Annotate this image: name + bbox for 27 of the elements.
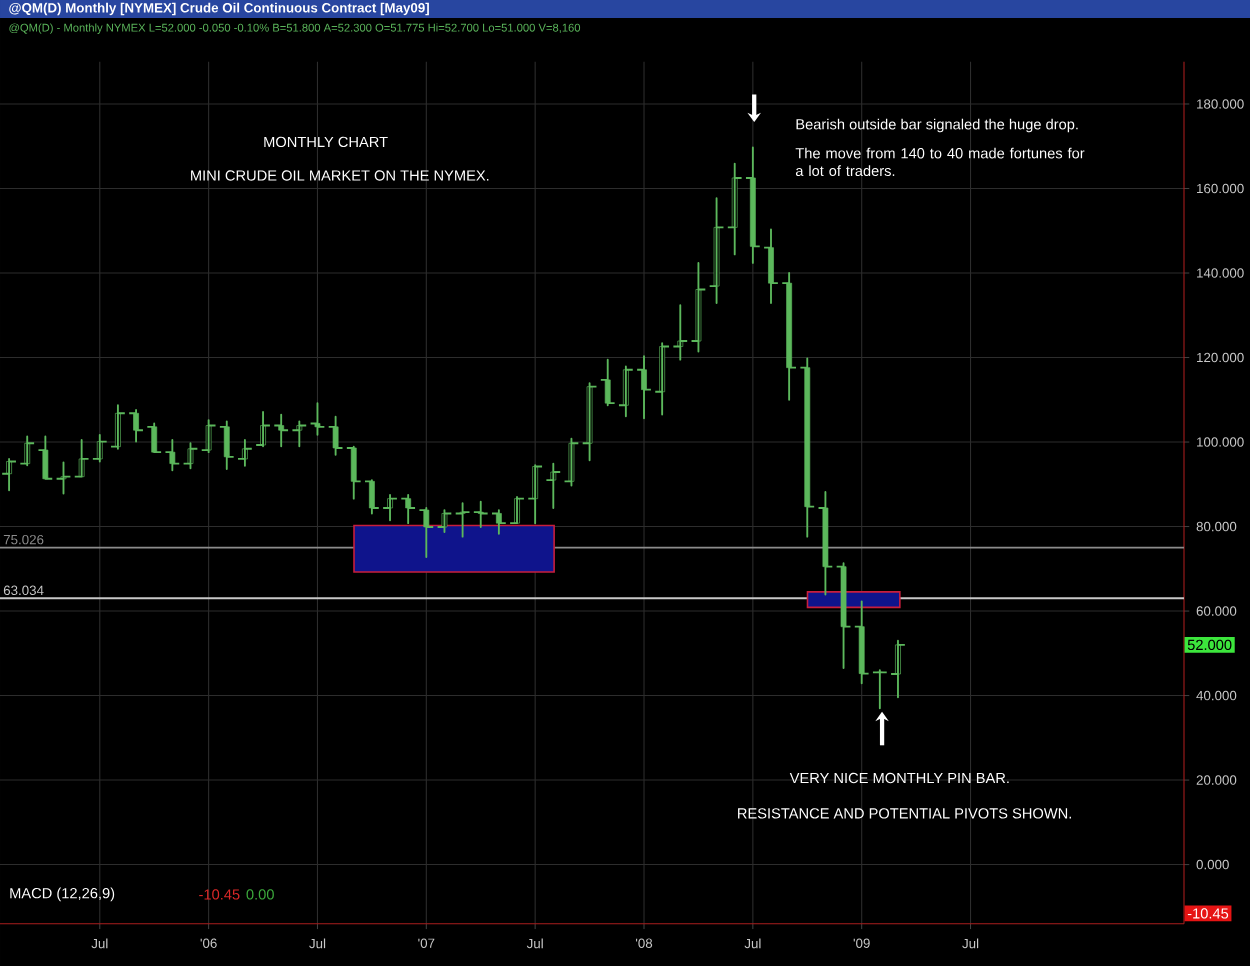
candlestick bbox=[799, 357, 816, 538]
candlestick bbox=[726, 162, 743, 256]
candlestick bbox=[690, 261, 707, 353]
candlestick bbox=[273, 413, 290, 448]
candlestick bbox=[636, 355, 652, 420]
candlestick bbox=[55, 461, 72, 495]
candlestick bbox=[817, 490, 834, 596]
candlestick bbox=[382, 493, 398, 522]
candlestick bbox=[309, 402, 326, 436]
candlestick bbox=[182, 442, 199, 470]
candlestick bbox=[472, 500, 489, 528]
candlestick bbox=[436, 509, 453, 533]
candlestick bbox=[237, 438, 253, 467]
candlestick bbox=[164, 438, 181, 472]
candlestick bbox=[708, 197, 725, 304]
candlestick bbox=[853, 600, 870, 685]
candlestick bbox=[218, 420, 235, 471]
candlestick bbox=[763, 228, 779, 304]
candlestick bbox=[454, 502, 471, 538]
candlestick bbox=[327, 415, 344, 456]
candlestick bbox=[291, 420, 308, 448]
candlestick bbox=[545, 462, 562, 509]
candlestick bbox=[835, 562, 852, 670]
candlestick bbox=[781, 272, 797, 401]
candlestick bbox=[890, 639, 906, 699]
candlestick bbox=[563, 437, 580, 487]
candlestick bbox=[672, 304, 689, 361]
